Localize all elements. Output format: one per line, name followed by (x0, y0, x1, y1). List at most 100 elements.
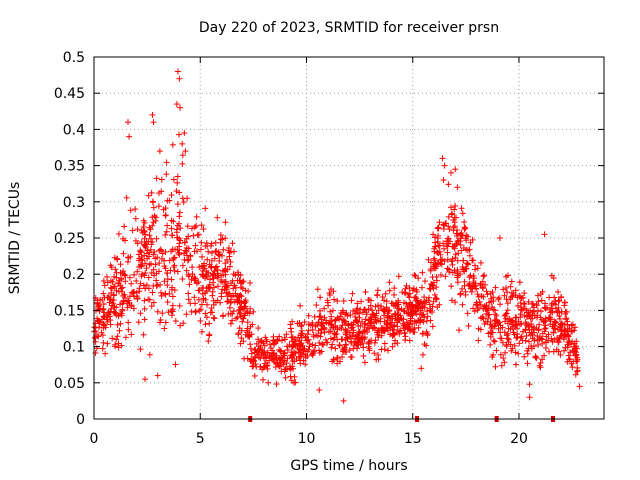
data-point (452, 166, 459, 173)
data-point (142, 285, 149, 292)
data-point (198, 239, 205, 246)
data-point (305, 312, 312, 319)
data-point (191, 224, 198, 231)
data-point (381, 346, 388, 353)
data-point (100, 339, 107, 346)
data-point (305, 346, 312, 353)
data-point (289, 318, 296, 325)
data-point (319, 341, 326, 348)
data-point (382, 290, 389, 297)
data-point (493, 312, 500, 319)
data-point (107, 277, 114, 284)
data-point (483, 310, 490, 317)
data-point (361, 359, 368, 366)
data-points (91, 68, 583, 404)
data-point (459, 301, 466, 308)
data-point (530, 326, 537, 333)
data-point (441, 245, 448, 252)
data-point (429, 281, 436, 288)
data-point (302, 333, 309, 340)
data-point (92, 328, 99, 335)
data-point (174, 179, 181, 186)
x-tick-label: 5 (196, 431, 205, 447)
data-point (423, 299, 430, 306)
data-point (457, 291, 464, 298)
data-point (531, 337, 538, 344)
data-point (369, 307, 376, 314)
data-point (507, 283, 514, 290)
data-point (326, 290, 333, 297)
data-point (162, 205, 169, 212)
data-point (498, 335, 505, 342)
data-point (179, 160, 186, 167)
data-point (184, 223, 191, 230)
data-point (495, 325, 502, 332)
data-point (514, 334, 521, 341)
data-point (159, 310, 166, 317)
data-point (433, 295, 440, 302)
data-point (176, 302, 183, 309)
data-point (192, 309, 199, 316)
data-point (436, 248, 443, 255)
data-point (461, 219, 468, 226)
data-point (168, 192, 175, 199)
data-point (310, 331, 317, 338)
data-point (317, 333, 324, 340)
data-point (462, 225, 469, 232)
data-point (150, 119, 157, 126)
data-point (523, 332, 530, 339)
data-point (271, 358, 278, 365)
data-point (99, 345, 106, 352)
data-point (174, 268, 181, 275)
data-point (211, 255, 218, 262)
data-point (492, 284, 499, 291)
data-point (304, 337, 311, 344)
data-point (457, 290, 464, 297)
data-point (171, 254, 178, 261)
data-point (406, 284, 413, 291)
data-point (250, 308, 257, 315)
data-point (444, 256, 451, 263)
data-point (306, 343, 313, 350)
data-point (235, 331, 242, 338)
data-point (163, 159, 170, 166)
data-point (430, 298, 437, 305)
data-point (340, 297, 347, 304)
data-point (330, 288, 337, 295)
data-point (210, 314, 217, 321)
data-point (568, 360, 575, 367)
data-point (233, 315, 240, 322)
data-point (526, 394, 533, 401)
data-point (119, 284, 126, 291)
data-point (162, 212, 169, 219)
data-point (499, 324, 506, 331)
data-point (100, 301, 107, 308)
data-point (153, 175, 160, 182)
data-point (425, 256, 432, 263)
x-tick-label: 0 (90, 431, 99, 447)
data-point (166, 290, 173, 297)
data-point (402, 285, 409, 292)
data-point (184, 195, 191, 202)
y-axis-label: SRMTID / TECUs (7, 182, 23, 295)
data-point (298, 323, 305, 330)
data-point (437, 257, 444, 264)
data-point (132, 206, 139, 213)
data-point (530, 300, 537, 307)
data-point (395, 273, 402, 280)
data-point (169, 232, 176, 239)
data-point (539, 356, 546, 363)
data-point (206, 331, 213, 338)
data-point (222, 235, 229, 242)
data-point (171, 262, 178, 269)
data-point (375, 351, 382, 358)
data-point (472, 266, 479, 273)
data-point (168, 225, 175, 232)
data-point (484, 291, 491, 298)
data-point (129, 227, 136, 234)
data-point (185, 290, 192, 297)
data-point (462, 291, 469, 298)
data-point (383, 321, 390, 328)
data-point (475, 293, 482, 300)
data-point (402, 333, 409, 340)
